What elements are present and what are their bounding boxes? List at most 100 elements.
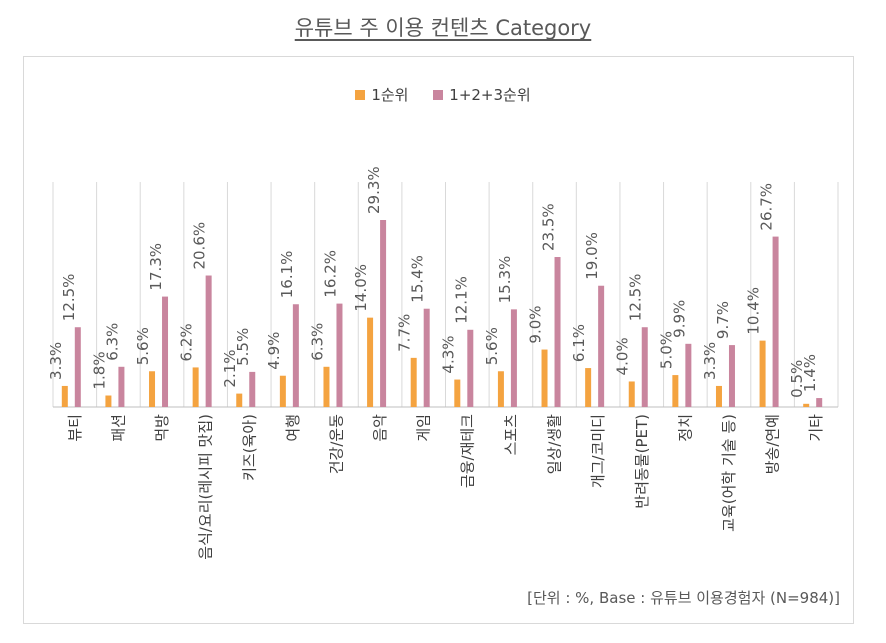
legend-label-rank1: 1순위 xyxy=(371,86,409,104)
bar-rank1 xyxy=(497,371,504,407)
data-label-rank123: 29.3% xyxy=(365,166,383,214)
data-label-rank1: 5.6% xyxy=(134,327,152,365)
source-note: [단위 : %, Base : 유튜브 이용경험자 (N=984)] xyxy=(527,589,840,607)
category-tick-label: 음악 xyxy=(371,414,389,442)
data-label-rank123: 12.1% xyxy=(452,276,470,324)
legend-item-rank1: 1순위 xyxy=(355,84,409,105)
category-tick-label: 먹방 xyxy=(153,414,171,442)
legend-swatch-rank1 xyxy=(355,89,366,100)
data-label-rank123: 15.3% xyxy=(496,256,514,304)
data-label-rank1: 0.5% xyxy=(788,360,806,398)
bar-rank1 xyxy=(628,381,635,407)
bar-rank1 xyxy=(410,357,417,407)
bar-rank123 xyxy=(205,275,212,407)
data-label-rank1: 6.3% xyxy=(308,323,326,361)
bar-rank123 xyxy=(728,345,735,407)
category-tick-label: 키즈(육아) xyxy=(240,414,258,481)
category-tick-label: 패션 xyxy=(109,414,127,442)
data-label-rank123: 19.0% xyxy=(583,232,601,280)
category-tick-label: 일상/생활 xyxy=(546,414,564,474)
data-label-rank1: 6.2% xyxy=(178,323,196,361)
data-label-rank1: 1.8% xyxy=(90,351,108,389)
bar-rank1 xyxy=(759,340,766,407)
bar-rank1 xyxy=(149,371,156,407)
data-label-rank1: 5.6% xyxy=(483,327,501,365)
data-label-rank123: 9.7% xyxy=(714,301,732,339)
data-label-rank1: 4.0% xyxy=(614,337,632,375)
bar-rank1 xyxy=(585,368,592,407)
bar-rank123 xyxy=(685,343,692,407)
category-tick-label: 교육(어학 기술 등) xyxy=(720,414,738,532)
data-label-rank123: 26.7% xyxy=(758,183,776,231)
bar-rank123 xyxy=(292,304,299,407)
data-label-rank123: 12.5% xyxy=(627,274,645,322)
bar-rank123 xyxy=(772,236,779,407)
bar-rank1 xyxy=(61,385,68,407)
legend-swatch-rank123 xyxy=(433,89,444,100)
data-label-rank123: 5.5% xyxy=(234,328,252,366)
bar-rank123 xyxy=(510,309,517,407)
category-tick-label: 방송/연예 xyxy=(764,414,782,474)
bar-rank1 xyxy=(236,393,243,407)
bar-rank123 xyxy=(74,327,81,407)
bar-rank123 xyxy=(162,296,169,407)
data-label-rank1: 6.1% xyxy=(570,324,588,362)
bar-rank1 xyxy=(279,375,286,407)
data-label-rank123: 17.3% xyxy=(147,243,165,291)
bar-rank123 xyxy=(816,398,823,407)
bar-rank1 xyxy=(672,375,679,407)
chart-panel xyxy=(23,56,854,624)
data-label-rank123: 15.4% xyxy=(409,255,427,303)
bar-rank1 xyxy=(367,317,374,407)
bar-rank123 xyxy=(554,257,561,407)
bar-rank123 xyxy=(336,303,343,407)
data-label-rank1: 3.3% xyxy=(47,342,65,380)
data-label-rank1: 7.7% xyxy=(396,314,414,352)
bar-rank123 xyxy=(118,366,125,407)
legend-label-rank123: 1+2+3순위 xyxy=(449,86,531,104)
bar-rank123 xyxy=(467,329,474,407)
category-tick-label: 게임 xyxy=(415,414,433,442)
bar-rank1 xyxy=(323,366,330,407)
bar-rank1 xyxy=(541,349,548,407)
category-tick-label: 음식/요리(레시피 맛집) xyxy=(197,414,215,560)
bar-rank123 xyxy=(380,220,387,407)
chart-title: 유튜브 주 이용 컨텐츠 Category xyxy=(294,16,592,40)
category-tick-label: 기타 xyxy=(807,414,825,442)
category-tick-label: 건강/운동 xyxy=(327,414,345,474)
data-label-rank123: 20.6% xyxy=(191,222,209,270)
data-label-rank123: 1.4% xyxy=(801,354,819,392)
data-label-rank123: 12.5% xyxy=(60,274,78,322)
legend-item-rank123: 1+2+3순위 xyxy=(433,84,531,105)
data-label-rank123: 16.2% xyxy=(321,250,339,298)
category-tick-label: 여행 xyxy=(284,414,302,442)
data-label-rank1: 4.3% xyxy=(439,335,457,373)
category-tick-label: 정치 xyxy=(676,414,694,442)
data-label-rank123: 16.1% xyxy=(278,251,296,299)
data-label-rank1: 5.0% xyxy=(657,331,675,369)
data-label-rank1: 14.0% xyxy=(352,264,370,312)
data-label-rank1: 4.9% xyxy=(265,332,283,370)
bar-rank1 xyxy=(454,379,461,407)
bar-rank1 xyxy=(803,403,810,407)
category-tick-label: 개그/코미디 xyxy=(589,414,607,488)
data-label-rank123: 6.3% xyxy=(103,323,121,361)
bar-rank123 xyxy=(423,308,430,407)
data-label-rank1: 9.0% xyxy=(527,305,545,343)
bar-rank123 xyxy=(641,327,648,407)
data-label-rank1: 2.1% xyxy=(221,349,239,387)
category-tick-label: 금융/재테크 xyxy=(458,414,476,488)
bar-rank1 xyxy=(715,385,722,407)
data-label-rank123: 23.5% xyxy=(540,203,558,251)
bar-rank1 xyxy=(192,367,199,407)
bar-rank123 xyxy=(249,371,256,407)
legend: 1순위 1+2+3순위 xyxy=(0,84,886,105)
category-tick-label: 뷰티 xyxy=(66,414,84,442)
category-tick-label: 반려동물(PET) xyxy=(633,414,651,509)
data-label-rank1: 3.3% xyxy=(701,342,719,380)
bar-rank1 xyxy=(105,395,112,407)
data-label-rank1: 10.4% xyxy=(745,287,763,335)
data-label-rank123: 9.9% xyxy=(670,300,688,338)
category-tick-label: 스포츠 xyxy=(502,414,520,456)
